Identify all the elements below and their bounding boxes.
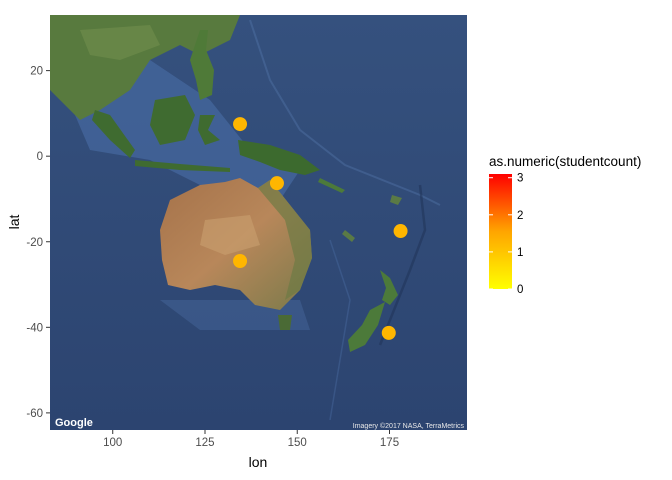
legend-title: as.numeric(studentcount) <box>489 154 641 169</box>
y-axis: 20 0 -20 -40 -60 <box>26 66 50 420</box>
y-axis-title: lat <box>6 215 22 230</box>
y-tick-label: 20 <box>30 66 43 78</box>
x-tick-label: 175 <box>380 437 399 449</box>
y-tick-label: -60 <box>26 408 43 420</box>
x-tick-label: 125 <box>195 437 214 449</box>
y-tick-label: 0 <box>37 151 43 163</box>
points-layer <box>233 117 408 340</box>
legend: as.numeric(studentcount) 3 2 1 0 <box>489 154 641 296</box>
x-tick-label: 150 <box>288 437 307 449</box>
map-attribution: Imagery ©2017 NASA, TerraMetrics <box>353 422 465 430</box>
x-tick-label: 100 <box>103 437 122 449</box>
data-point-1 <box>233 117 248 132</box>
legend-tick-label: 3 <box>517 173 523 185</box>
google-logo: Google <box>55 417 93 429</box>
y-tick-label: -40 <box>26 322 43 334</box>
x-axis: 100 125 150 175 <box>103 430 399 449</box>
legend-tick-label: 1 <box>517 247 523 259</box>
legend-tick-label: 0 <box>517 284 523 296</box>
legend-colorbar <box>489 174 512 289</box>
basemap <box>50 15 467 430</box>
legend-tick-label: 2 <box>517 210 523 222</box>
x-axis-title: lon <box>249 454 268 470</box>
data-point-4 <box>233 254 248 269</box>
data-point-2 <box>269 176 284 191</box>
data-point-5 <box>381 325 396 340</box>
y-tick-label: -20 <box>26 237 43 249</box>
data-point-3 <box>393 224 408 239</box>
